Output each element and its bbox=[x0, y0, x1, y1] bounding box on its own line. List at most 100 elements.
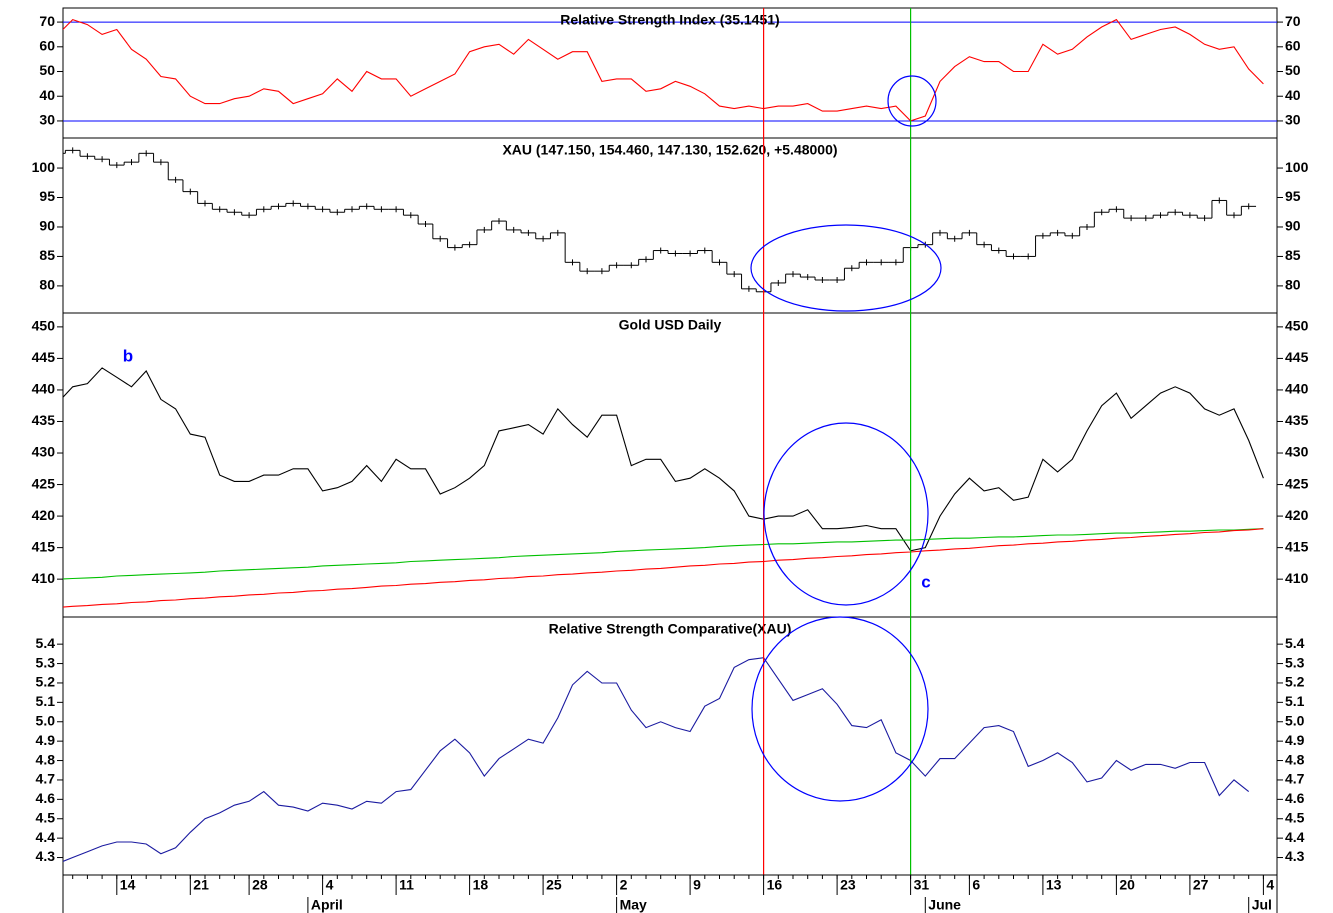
y-tick-label: 450 bbox=[1285, 318, 1309, 334]
x-tick-label: 20 bbox=[1119, 877, 1135, 893]
y-tick-label: 4.7 bbox=[1285, 771, 1305, 787]
y-tick-label: 4.8 bbox=[36, 751, 56, 767]
y-tick-label: 410 bbox=[32, 570, 56, 586]
y-tick-label: 425 bbox=[32, 475, 56, 491]
y-tick-label: 445 bbox=[32, 349, 56, 365]
x-tick-label: 28 bbox=[252, 877, 268, 893]
series-group bbox=[63, 18, 1264, 122]
x-tick-label: 16 bbox=[767, 877, 783, 893]
circle bbox=[750, 224, 942, 312]
series-line bbox=[63, 657, 1250, 862]
y-tick-label: 5.2 bbox=[36, 674, 56, 690]
x-tick-label: 25 bbox=[546, 877, 562, 893]
y-tick-label: 5.3 bbox=[36, 654, 56, 670]
y-tick-label: 4.6 bbox=[1285, 790, 1305, 806]
y-tick-label: 4.6 bbox=[36, 790, 56, 806]
y-tick-label: 5.4 bbox=[1285, 635, 1305, 651]
month-label: April bbox=[311, 897, 343, 913]
y-tick-label: 5.2 bbox=[1285, 674, 1305, 690]
circle bbox=[751, 616, 929, 802]
circle bbox=[887, 75, 937, 127]
y-tick-label: 85 bbox=[39, 247, 55, 263]
plot-layer: 30 30 40 40 50 50 60 60 70 70 Relative Strength In… bbox=[32, 7, 1309, 913]
y-tick-label: 5.1 bbox=[36, 693, 56, 709]
y-tick-label: 440 bbox=[1285, 381, 1309, 397]
y-tick-label: 5.0 bbox=[36, 712, 56, 728]
y-tick-label: 445 bbox=[1285, 349, 1309, 365]
y-tick-label: 80 bbox=[1285, 277, 1301, 293]
series-group bbox=[63, 367, 1264, 608]
y-tick-label: 415 bbox=[32, 538, 56, 554]
series-group bbox=[63, 657, 1250, 862]
y-tick-label: 5.1 bbox=[1285, 693, 1305, 709]
y-tick-label: 50 bbox=[1285, 62, 1301, 78]
annotation: b bbox=[123, 346, 133, 365]
month-label: June bbox=[928, 897, 961, 913]
y-tick-label: 70 bbox=[39, 13, 55, 29]
series-line bbox=[63, 528, 1264, 608]
series-line bbox=[63, 367, 1264, 552]
y-tick-label: 50 bbox=[39, 62, 55, 78]
y-tick-label: 435 bbox=[1285, 412, 1309, 428]
y-tick-label: 40 bbox=[39, 87, 55, 103]
panel-title: XAU (147.150, 154.460, 147.130, 152.620,… bbox=[502, 142, 837, 158]
x-tick-label: 21 bbox=[193, 877, 209, 893]
y-tick-label: 90 bbox=[1285, 218, 1301, 234]
x-tick-label: 9 bbox=[693, 877, 701, 893]
y-tick-label: 95 bbox=[1285, 188, 1301, 204]
x-tick-label: 14 bbox=[120, 877, 136, 893]
x-tick-label: 4 bbox=[1266, 877, 1274, 893]
y-tick-label: 415 bbox=[1285, 538, 1309, 554]
x-tick-label: 23 bbox=[840, 877, 856, 893]
y-tick-label: 95 bbox=[39, 188, 55, 204]
series-group bbox=[63, 147, 1257, 295]
y-tick-label: 5.4 bbox=[36, 635, 56, 651]
y-tick-label: 30 bbox=[1285, 112, 1301, 128]
x-tick-label: 27 bbox=[1193, 877, 1209, 893]
y-tick-label: 100 bbox=[32, 159, 56, 175]
x-tick-label: 2 bbox=[620, 877, 628, 893]
y-tick-label: 5.0 bbox=[1285, 712, 1305, 728]
month-label: Jul bbox=[1252, 897, 1272, 913]
y-tick-label: 4.3 bbox=[1285, 848, 1305, 864]
panel-title: Relative Strength Index (35.1451) bbox=[560, 12, 779, 28]
y-tick-label: 40 bbox=[1285, 87, 1301, 103]
y-tick-label: 4.3 bbox=[36, 848, 56, 864]
y-tick-label: 100 bbox=[1285, 159, 1309, 175]
y-tick-label: 4.9 bbox=[36, 732, 56, 748]
y-tick-label: 4.5 bbox=[1285, 809, 1305, 825]
y-tick-label: 4.9 bbox=[1285, 732, 1305, 748]
y-tick-label: 430 bbox=[32, 444, 56, 460]
y-tick-label: 410 bbox=[1285, 570, 1309, 586]
x-tick-label: 18 bbox=[473, 877, 489, 893]
y-tick-label: 70 bbox=[1285, 13, 1301, 29]
y-tick-label: 4.4 bbox=[1285, 829, 1305, 845]
y-tick-label: 4.7 bbox=[36, 771, 56, 787]
annotation: c bbox=[921, 572, 930, 591]
y-tick-label: 4.4 bbox=[36, 829, 56, 845]
series-line bbox=[63, 528, 1264, 580]
y-tick-label: 4.8 bbox=[1285, 751, 1305, 767]
y-tick-label: 440 bbox=[32, 381, 56, 397]
circle bbox=[763, 422, 929, 606]
x-tick-label: 6 bbox=[972, 877, 980, 893]
x-tick-label: 4 bbox=[326, 877, 334, 893]
y-tick-label: 435 bbox=[32, 412, 56, 428]
x-tick-label: 11 bbox=[399, 877, 414, 893]
x-tick-label: 13 bbox=[1046, 877, 1062, 893]
series-line bbox=[63, 18, 1264, 122]
y-tick-label: 450 bbox=[32, 318, 56, 334]
y-tick-label: 80 bbox=[39, 277, 55, 293]
y-tick-label: 60 bbox=[39, 38, 55, 54]
y-tick-label: 420 bbox=[1285, 507, 1309, 523]
y-tick-label: 430 bbox=[1285, 444, 1309, 460]
y-tick-label: 5.3 bbox=[1285, 654, 1305, 670]
y-tick-label: 30 bbox=[39, 112, 55, 128]
y-tick-label: 425 bbox=[1285, 475, 1309, 491]
y-tick-label: 90 bbox=[39, 218, 55, 234]
panel-title: Gold USD Daily bbox=[619, 317, 722, 333]
panel-title: Relative Strength Comparative(XAU) bbox=[549, 621, 792, 637]
y-tick-label: 85 bbox=[1285, 247, 1301, 263]
